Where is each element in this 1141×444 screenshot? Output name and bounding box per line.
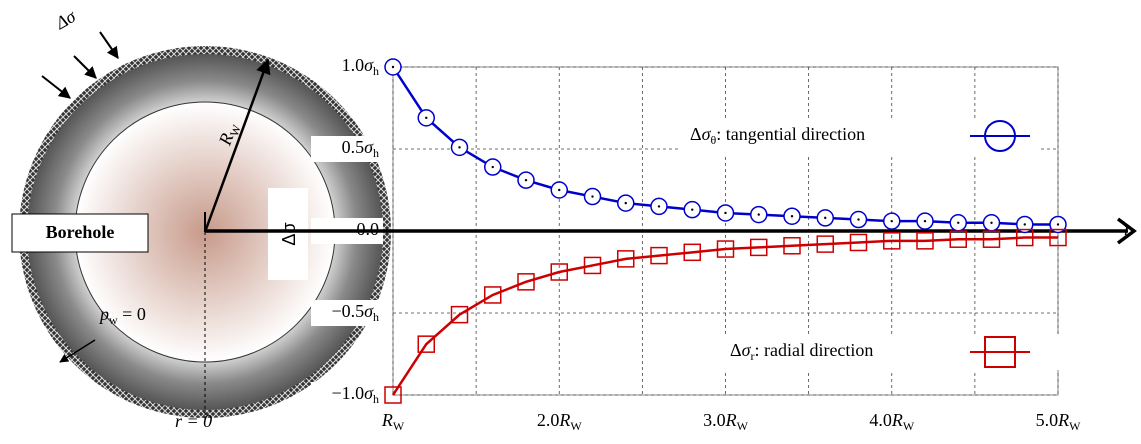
radius-arrow <box>203 58 271 233</box>
marker-dot <box>391 65 395 69</box>
marker-dot <box>790 215 794 218</box>
marker-dot <box>425 116 428 120</box>
load-arrow <box>73 55 97 79</box>
marker-dot <box>923 219 927 223</box>
y-tick-box <box>311 54 383 80</box>
y-tick-box <box>311 136 383 162</box>
marker-dot <box>824 216 827 220</box>
load-label: Δσ <box>51 5 80 33</box>
marker-dot <box>757 213 760 216</box>
y-tick-label: −0.5σh <box>331 301 379 324</box>
marker <box>450 305 469 324</box>
marker-dot <box>957 221 960 224</box>
borehole-box <box>11 213 149 253</box>
marker-dot <box>724 211 727 215</box>
marker-dot <box>1023 223 1026 226</box>
x-tick-label: 4.0RW <box>869 410 915 433</box>
marker-dot <box>491 165 494 169</box>
marker-dot <box>624 201 627 205</box>
marker-dot <box>1056 223 1060 226</box>
marker-dot <box>591 195 594 198</box>
marker <box>883 232 901 250</box>
borehole-diagram: Borehole Δσ RW pw = 0 r = 0 Δσ <box>11 5 391 431</box>
marker <box>716 240 735 258</box>
origin-label: r = 0 <box>175 411 212 431</box>
y-tick-label: 0.0 <box>357 219 380 239</box>
marker <box>617 250 635 268</box>
legend-marker <box>984 120 1016 152</box>
y-tick-label: 0.5σh <box>342 137 379 160</box>
marker <box>916 232 934 250</box>
load-arrow <box>41 75 71 99</box>
marker-dot <box>890 219 893 223</box>
load-arrow <box>99 31 119 59</box>
y-tick-label: −1.0σh <box>331 383 379 406</box>
marker <box>982 230 1001 248</box>
borehole-label: Borehole <box>46 222 115 242</box>
marker <box>550 263 568 281</box>
pressure-arrow <box>59 339 96 363</box>
marker <box>783 237 801 255</box>
y-tick-box <box>311 300 383 326</box>
marker <box>816 235 834 253</box>
marker <box>484 286 502 304</box>
r-axis-arrowhead <box>1116 217 1137 245</box>
y-tick-label: 1.0σh <box>342 55 379 78</box>
marker-dot <box>558 188 561 192</box>
marker-dot <box>990 221 993 224</box>
legend-label: Δσr: radial direction <box>730 340 873 363</box>
x-tick-label: 3.0RW <box>703 410 749 433</box>
y-axis-label: Δσ <box>279 222 299 245</box>
legend-marker <box>984 336 1016 368</box>
legend-label: Δσθ: tangential direction <box>690 124 865 147</box>
y-label-box <box>268 188 308 280</box>
marker-dot <box>857 218 860 221</box>
x-axis-label: r <box>1124 219 1132 239</box>
marker <box>384 386 402 404</box>
marker <box>417 335 435 353</box>
marker <box>750 238 768 257</box>
marker <box>517 273 535 291</box>
marker-dot <box>691 208 694 211</box>
marker <box>1016 228 1034 247</box>
y-tick-box <box>311 382 383 408</box>
marker <box>1049 228 1067 247</box>
plot: RW 2.0RW 3.0RW 4.0RW 5.0RW −1.0σh −0.5σh 0.0 0.5… <box>205 54 1137 433</box>
x-tick-label: 5.0RW <box>1036 410 1082 433</box>
marker-dot <box>524 178 528 182</box>
x-tick-label: RW <box>381 410 405 433</box>
x-tick-label: 2.0RW <box>537 410 583 433</box>
marker <box>683 243 701 262</box>
marker-dot <box>657 205 661 208</box>
marker <box>650 246 668 265</box>
pressure-label: pw = 0 <box>98 304 146 327</box>
marker-dot <box>458 146 461 149</box>
series-line <box>391 236 1058 396</box>
marker <box>849 233 868 252</box>
marker <box>583 256 602 275</box>
marker <box>949 230 967 248</box>
